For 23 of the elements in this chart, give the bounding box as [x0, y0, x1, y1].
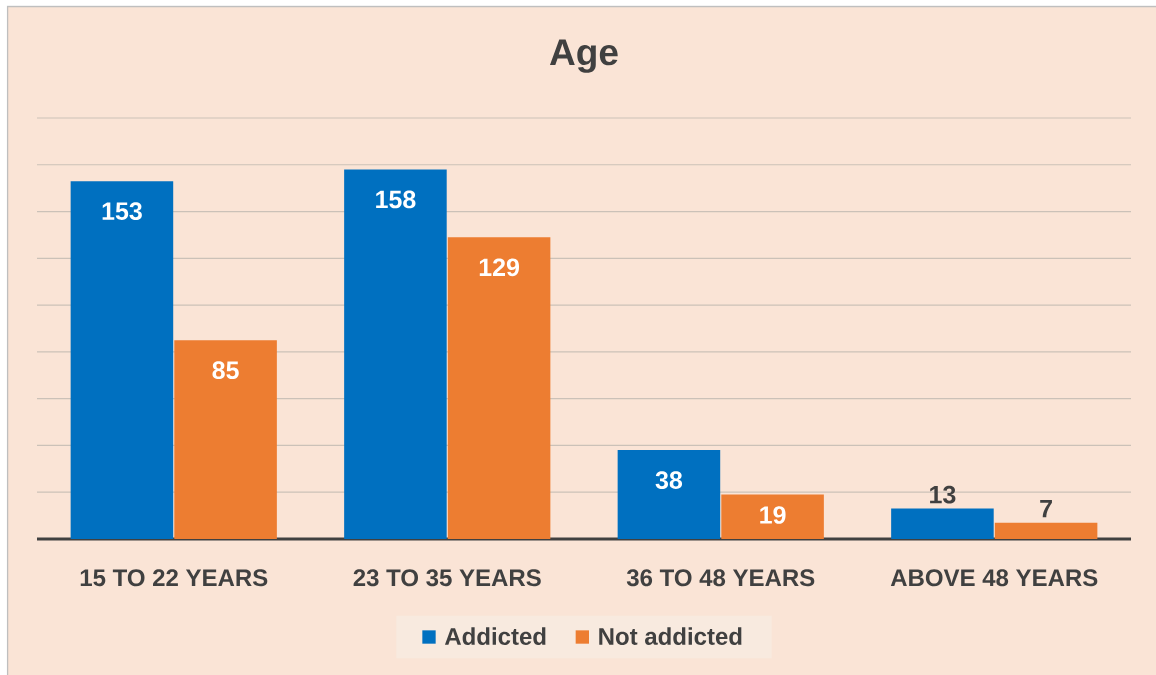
- data-label: 153: [102, 202, 142, 220]
- chart-title: Age: [549, 39, 618, 73]
- bar: [994, 522, 1098, 539]
- x-tick-label: 15 TO 22 YEARS: [80, 569, 268, 587]
- bar: [447, 237, 551, 539]
- data-label: 85: [212, 361, 239, 380]
- bar: [344, 169, 447, 539]
- x-tick-label: ABOVE 48 YEARS: [890, 569, 1098, 587]
- data-label: 7: [1040, 500, 1052, 518]
- data-label: 158: [376, 190, 416, 209]
- bar: [891, 508, 994, 539]
- data-label: 38: [655, 471, 683, 489]
- bar: [721, 494, 824, 539]
- bar: [174, 340, 277, 539]
- bar: [617, 450, 721, 539]
- bar: [70, 181, 174, 539]
- legend-label: Not addicted: [599, 627, 742, 645]
- data-label: 13: [930, 485, 956, 504]
- x-tick-label: 36 TO 48 YEARS: [626, 569, 815, 587]
- x-tick-label: 23 TO 35 YEARS: [353, 569, 541, 587]
- legend-label: Addicted: [444, 627, 546, 645]
- data-label: 129: [479, 258, 520, 277]
- data-label: 19: [760, 506, 786, 524]
